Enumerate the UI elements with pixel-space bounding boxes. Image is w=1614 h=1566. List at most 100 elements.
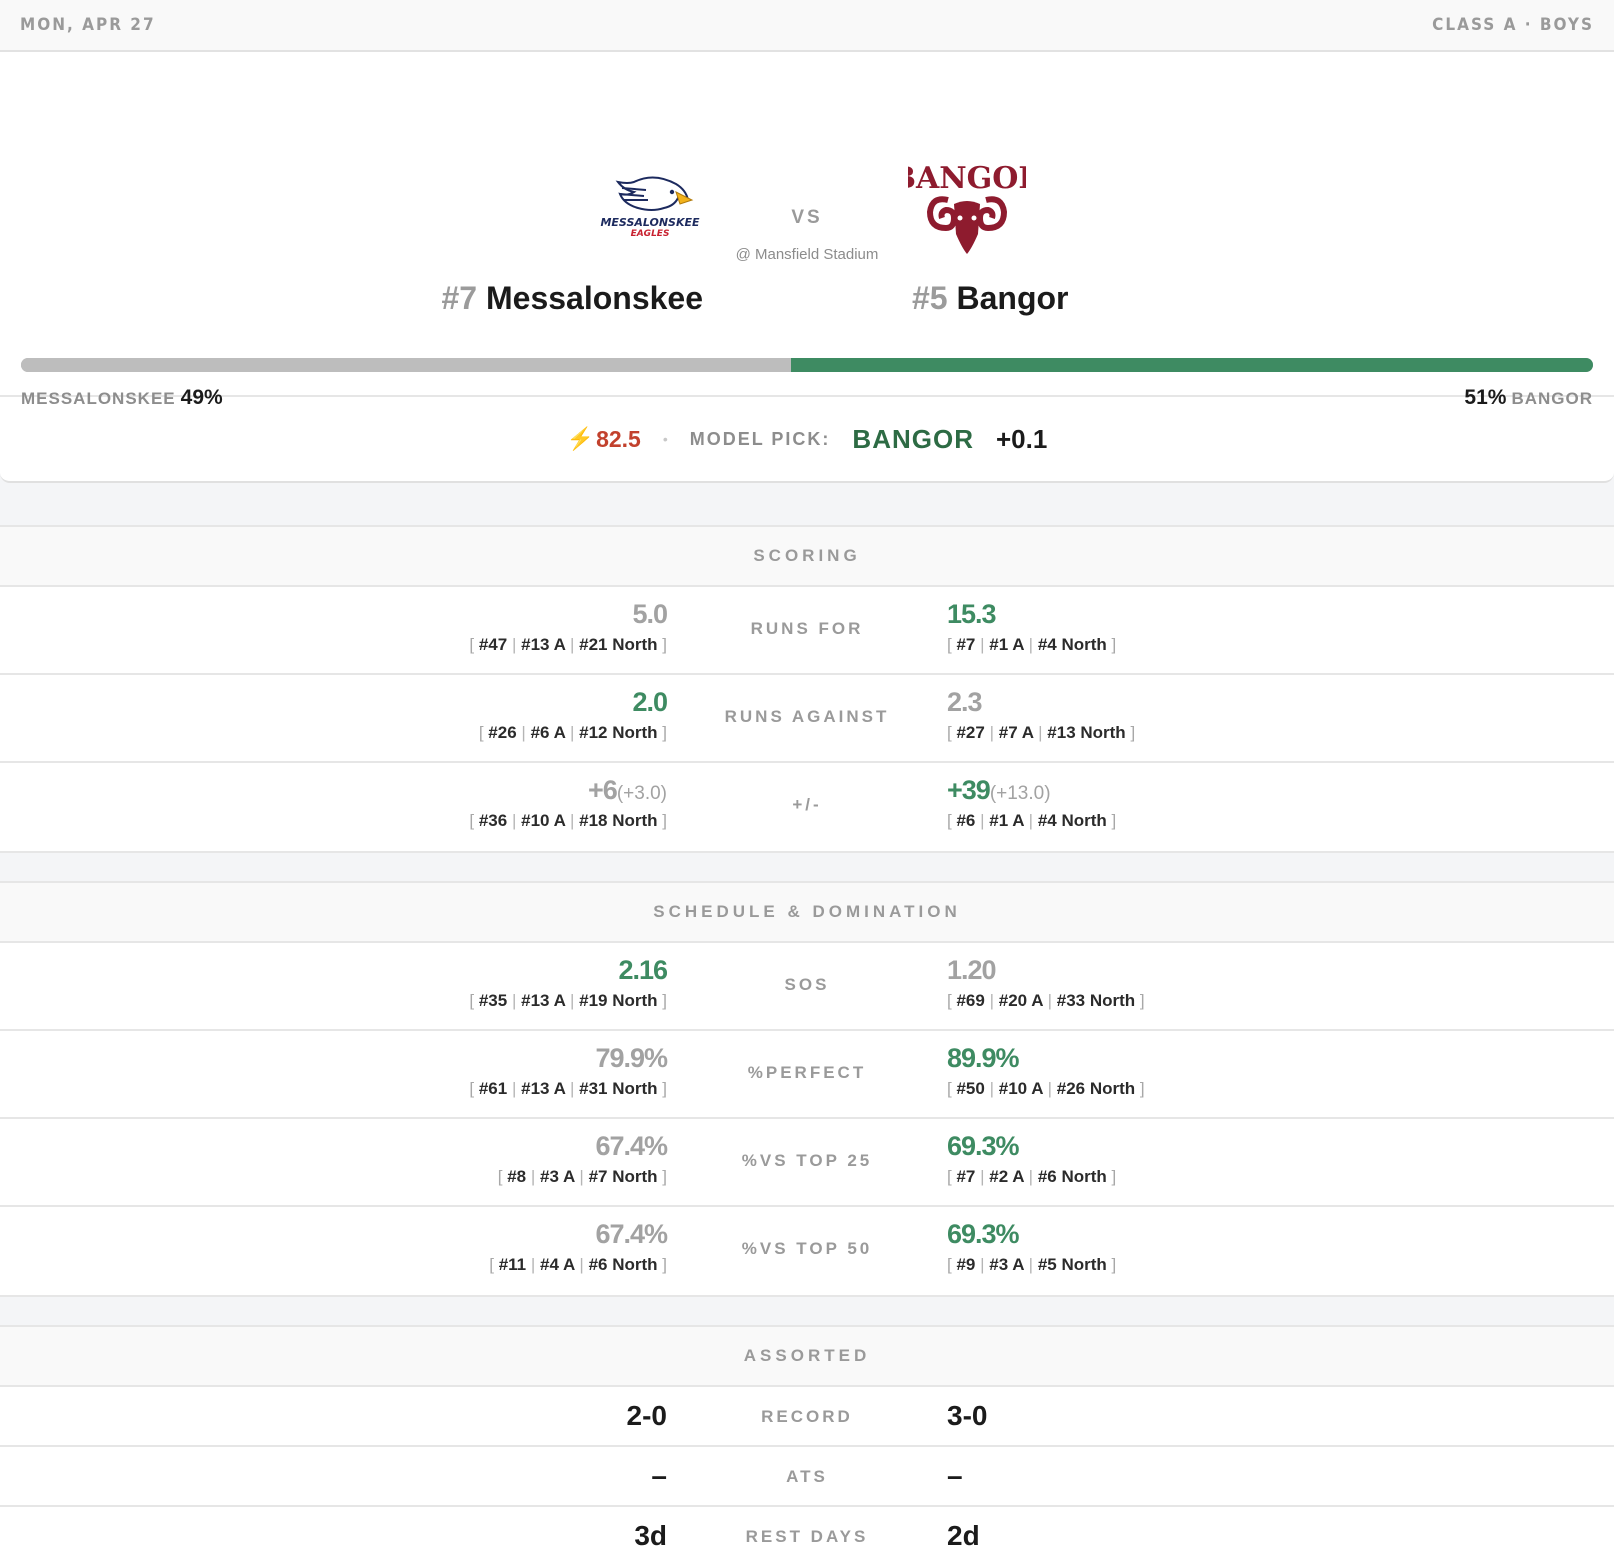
schedule-section: SCHEDULE & DOMINATION 2.16 [ #35 | #13 A… [0, 881, 1614, 1297]
separator-dot: • [662, 431, 668, 447]
home-probability-fill [791, 358, 1593, 372]
away-probability-team: MESSALONSKEE [21, 389, 176, 408]
stat-label: %VS TOP 25 [741, 1151, 873, 1170]
assorted-row[interactable]: 3d REST DAYS 2d [0, 1507, 1614, 1566]
home-probability-value: 51% [1464, 386, 1507, 409]
right-stat: 69.3% [ #9 | #3 A | #5 North ] [947, 1219, 1116, 1275]
stat-label: %VS TOP 50 [741, 1239, 873, 1258]
stat-label: %PERFECT [747, 1063, 867, 1082]
model-pick-team[interactable]: BANGOR [852, 423, 974, 454]
right-stat-ranks: [ #7 | #2 A | #6 North ] [947, 1167, 1117, 1186]
right-value: 3-0 [947, 1400, 988, 1431]
home-team-name[interactable]: #5 Bangor [912, 280, 1068, 317]
away-probability-fill [21, 358, 792, 372]
stat-label: RECORD [761, 1407, 853, 1426]
right-value: – [947, 1460, 963, 1491]
stat-row[interactable]: 67.4% [ #11 | #4 A | #6 North ] %VS TOP … [0, 1207, 1614, 1295]
assorted-section: ASSORTED 2-0 RECORD 3-0 – ATS – 3d REST … [0, 1325, 1614, 1566]
left-value: 2-0 [626, 1400, 667, 1431]
right-stat-ranks: [ #50 | #10 A | #26 North ] [947, 1079, 1145, 1098]
left-stat: 5.0 [ #47 | #13 A | #21 North ] [469, 599, 668, 655]
left-stat-value: 5.0 [632, 599, 668, 629]
right-stat-ranks: [ #6 | #1 A | #4 North ] [947, 811, 1117, 830]
right-stat: 15.3 [ #7 | #1 A | #4 North ] [947, 599, 1116, 655]
matchup-card: MESSALONSKEE EAGLES VS @ Mansfield Stadi… [0, 52, 1614, 409]
right-stat-ranks: [ #7 | #1 A | #4 North ] [947, 635, 1117, 654]
right-stat-sub: (+13.0) [989, 783, 1051, 804]
away-probability: MESSALONSKEE 49% [21, 386, 223, 410]
right-stat: 69.3% [ #7 | #2 A | #6 North ] [947, 1131, 1116, 1187]
lightning-icon: ⚡ [566, 426, 595, 451]
svg-text:BANGOR: BANGOR [908, 161, 1026, 196]
stat-label: SOS [784, 975, 830, 994]
model-pick-bar: ⚡ 82.5 • MODEL PICK: BANGOR +0.1 [0, 397, 1614, 483]
stat-label: ATS [786, 1467, 828, 1486]
right-stat-ranks: [ #9 | #3 A | #5 North ] [947, 1255, 1117, 1274]
right-stat: 1.20 [ #69 | #20 A | #33 North ] [947, 955, 1145, 1011]
stat-label: RUNS AGAINST [724, 707, 890, 726]
left-value: 3d [634, 1520, 667, 1551]
section-title: SCORING [0, 527, 1614, 587]
bangor-rams-logo[interactable]: BANGOR [908, 158, 1026, 262]
right-stat: 2.3 [ #27 | #7 A | #13 North ] [947, 687, 1135, 743]
left-stat: 67.4% [ #8 | #3 A | #7 North ] [497, 1131, 668, 1187]
messalonskee-eagles-logo[interactable]: MESSALONSKEE EAGLES [594, 170, 706, 250]
away-team-name[interactable]: #7 Messalonskee [442, 280, 704, 317]
left-stat: 2.0 [ #26 | #6 A | #12 North ] [478, 687, 668, 743]
left-stat-ranks: [ #8 | #3 A | #7 North ] [497, 1167, 667, 1186]
left-value: – [651, 1460, 667, 1491]
right-stat-value: 15.3 [947, 599, 997, 629]
right-stat-ranks: [ #69 | #20 A | #33 North ] [947, 991, 1145, 1010]
svg-text:MESSALONSKEE: MESSALONSKEE [600, 216, 700, 229]
left-stat-value: +6(+3.0) [588, 775, 667, 805]
venue: @ Mansfield Stadium [735, 246, 879, 263]
left-stat: 79.9% [ #61 | #13 A | #31 North ] [469, 1043, 668, 1099]
model-pick-label: MODEL PICK: [689, 428, 831, 449]
right-stat-value: 89.9% [947, 1043, 1020, 1073]
stat-row[interactable]: 2.16 [ #35 | #13 A | #19 North ] SOS 1.2… [0, 943, 1614, 1031]
power-rating: 82.5 [596, 425, 641, 452]
stat-row[interactable]: 2.0 [ #26 | #6 A | #12 North ] RUNS AGAI… [0, 675, 1614, 763]
left-stat: 67.4% [ #11 | #4 A | #6 North ] [489, 1219, 668, 1275]
vs-label: VS [791, 207, 823, 228]
left-stat-ranks: [ #35 | #13 A | #19 North ] [469, 991, 667, 1010]
stat-row[interactable]: 5.0 [ #47 | #13 A | #21 North ] RUNS FOR… [0, 587, 1614, 675]
game-header: MON, APR 27 CLASS A · BOYS [0, 0, 1614, 52]
home-team-label: Bangor [956, 280, 1069, 316]
away-probability-value: 49% [180, 386, 223, 409]
svg-text:EAGLES: EAGLES [631, 229, 670, 239]
assorted-row[interactable]: – ATS – [0, 1447, 1614, 1507]
stat-label: RUNS FOR [750, 619, 864, 638]
left-stat-ranks: [ #26 | #6 A | #12 North ] [478, 723, 667, 742]
stat-label: +/- [792, 795, 822, 814]
right-stat-value: 69.3% [947, 1219, 1020, 1249]
home-probability-team: BANGOR [1511, 389, 1593, 408]
right-stat-value: +39(+13.0) [947, 775, 1051, 805]
away-team-rank: #7 [441, 280, 478, 316]
section-title: ASSORTED [0, 1327, 1614, 1387]
assorted-row[interactable]: 2-0 RECORD 3-0 [0, 1387, 1614, 1447]
left-stat-value: 67.4% [595, 1131, 668, 1161]
left-stat-value: 2.16 [618, 955, 668, 985]
left-stat: +6(+3.0) [ #36 | #10 A | #18 North ] [469, 775, 667, 831]
left-stat: 2.16 [ #35 | #13 A | #19 North ] [469, 955, 668, 1011]
section-title: SCHEDULE & DOMINATION [0, 883, 1614, 943]
left-stat-value: 2.0 [632, 687, 668, 717]
home-probability: 51% BANGOR [1464, 386, 1593, 410]
stat-row[interactable]: 79.9% [ #61 | #13 A | #31 North ] %PERFE… [0, 1031, 1614, 1119]
left-stat-ranks: [ #36 | #10 A | #18 North ] [469, 811, 667, 830]
left-stat-value: 79.9% [595, 1043, 668, 1073]
scoring-section: SCORING 5.0 [ #47 | #13 A | #21 North ] … [0, 525, 1614, 853]
right-stat: 89.9% [ #50 | #10 A | #26 North ] [947, 1043, 1145, 1099]
model-pick-line: +0.1 [995, 423, 1048, 454]
right-value: 2d [947, 1520, 980, 1551]
win-probability-bar [21, 358, 1593, 372]
right-stat-ranks: [ #27 | #7 A | #13 North ] [947, 723, 1136, 742]
stat-label: REST DAYS [745, 1527, 869, 1546]
stat-row[interactable]: 67.4% [ #8 | #3 A | #7 North ] %VS TOP 2… [0, 1119, 1614, 1207]
left-stat-ranks: [ #11 | #4 A | #6 North ] [489, 1255, 667, 1274]
game-division: CLASS A · BOYS [1432, 15, 1594, 35]
home-team-rank: #5 [912, 280, 948, 316]
stat-row[interactable]: +6(+3.0) [ #36 | #10 A | #18 North ] +/-… [0, 763, 1614, 851]
left-stat-sub: (+3.0) [616, 783, 667, 804]
